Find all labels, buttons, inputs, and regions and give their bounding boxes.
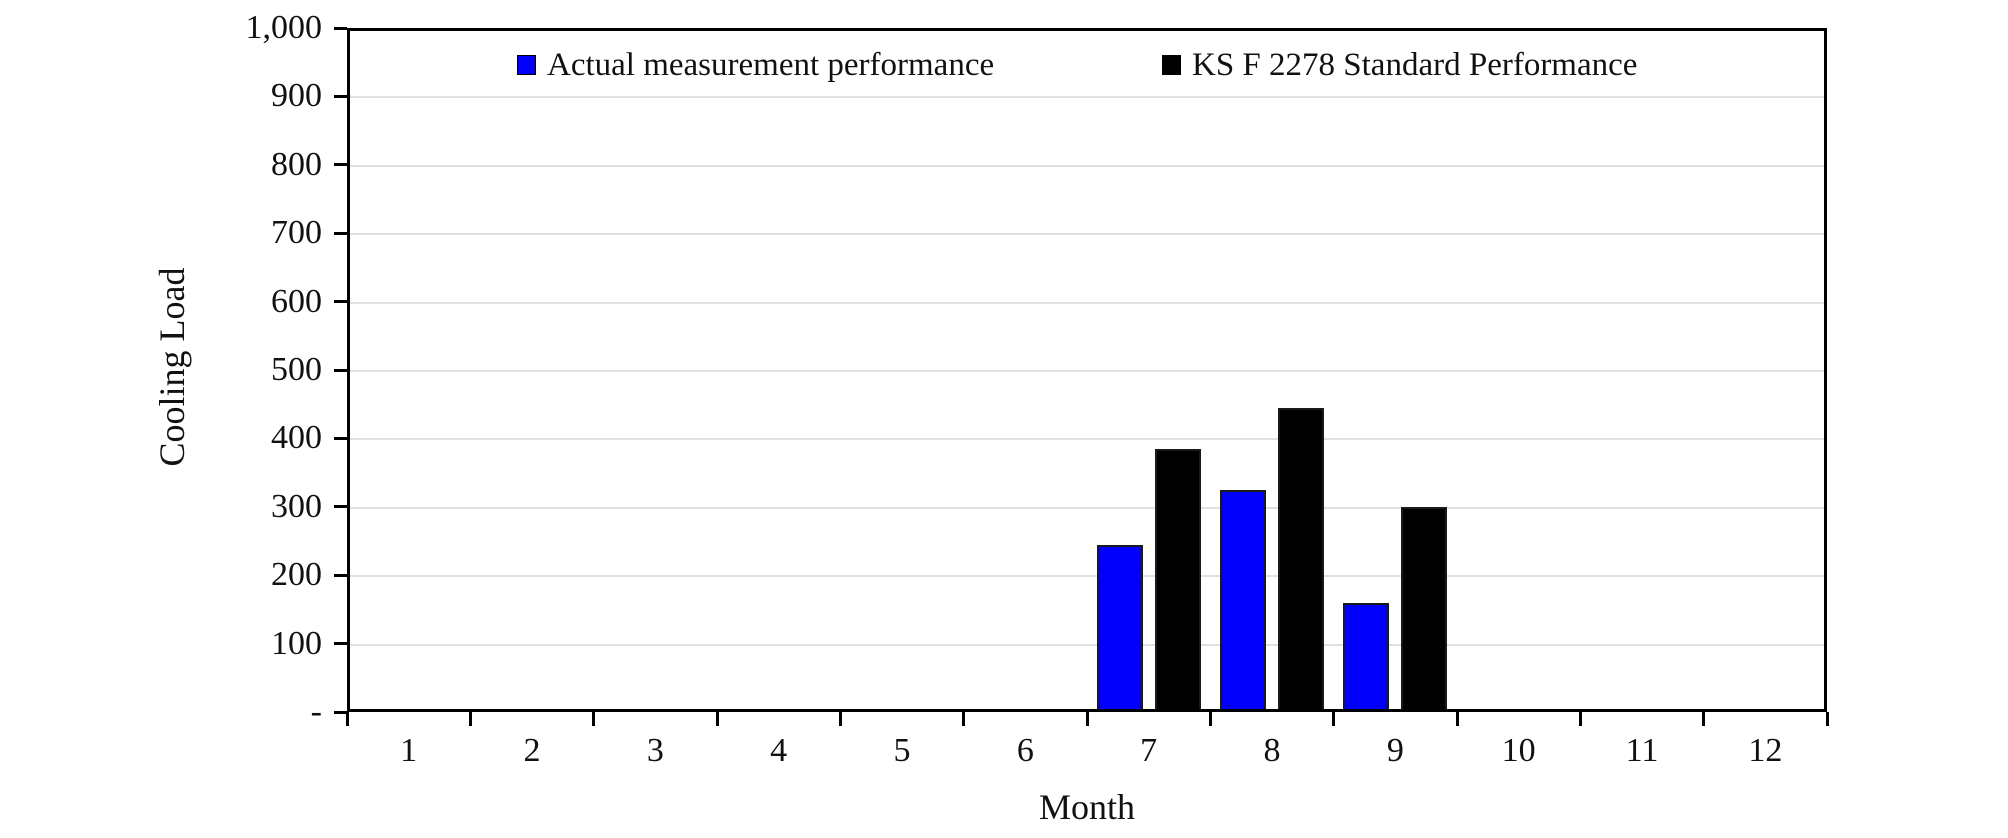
- x-tick-4: [838, 712, 842, 726]
- legend-label-actual: Actual measurement performance: [547, 46, 995, 83]
- gridline-200: [350, 575, 1824, 578]
- y-tick-300: [334, 505, 347, 509]
- bar-series1-month-7: [1096, 545, 1143, 709]
- y-tick-800: [334, 163, 347, 167]
- y-tick-label-900: 900: [271, 77, 322, 115]
- x-tick-9: [1455, 712, 1459, 726]
- x-tick-label-4: 4: [770, 732, 788, 769]
- y-tick-label-1,000: 1,000: [245, 9, 323, 46]
- y-tick-label-200: 200: [271, 556, 322, 594]
- x-tick-label-5: 5: [893, 732, 911, 769]
- x-tick-label-3: 3: [646, 732, 664, 769]
- x-tick-label-12: 12: [1748, 732, 1783, 769]
- y-tick-600: [334, 300, 347, 304]
- x-tick-label-11: 11: [1625, 732, 1659, 769]
- x-tick-label-8: 8: [1263, 732, 1281, 769]
- bar-series2-month-9: [1401, 507, 1448, 709]
- x-tick-label-9: 9: [1386, 732, 1404, 769]
- x-tick-7: [1208, 712, 1212, 726]
- y-tick-1,000: [334, 26, 347, 30]
- gridline-100: [350, 643, 1824, 646]
- y-tick-700: [334, 231, 347, 235]
- bar-series1-month-9: [1343, 603, 1390, 709]
- y-tick-label-300: 300: [271, 487, 322, 525]
- y-tick-label-400: 400: [271, 419, 322, 457]
- y-tick-900: [334, 94, 347, 98]
- x-tick-label-7: 7: [1140, 732, 1158, 769]
- gridline-900: [350, 96, 1824, 99]
- gridline-600: [350, 301, 1824, 304]
- y-tick-label-600: 600: [271, 282, 322, 320]
- gridline-300: [350, 506, 1824, 509]
- y-tick-label--: -: [310, 693, 322, 730]
- x-tick-label-2: 2: [523, 732, 541, 769]
- x-tick-11: [1702, 712, 1706, 726]
- x-tick-label-10: 10: [1501, 732, 1536, 769]
- x-tick-5: [962, 712, 966, 726]
- y-tick-100: [334, 642, 347, 646]
- y-tick-label-800: 800: [271, 145, 322, 183]
- x-tick-12: [1825, 712, 1829, 726]
- x-tick-3: [715, 712, 719, 726]
- bar-series2-month-8: [1278, 408, 1324, 709]
- y-tick-500: [334, 368, 347, 372]
- x-tick-6: [1085, 712, 1089, 726]
- x-tick-1: [468, 712, 472, 726]
- legend-label-standard: KS F 2278 Standard Performance: [1192, 46, 1638, 83]
- x-tick-10: [1578, 712, 1582, 726]
- bar-series2-month-7: [1154, 449, 1201, 709]
- y-tick-200: [334, 573, 347, 577]
- x-tick-label-6: 6: [1016, 732, 1034, 769]
- legend-swatch-standard-icon: [1162, 55, 1181, 75]
- x-tick-8: [1332, 712, 1336, 726]
- y-tick-label-500: 500: [271, 351, 322, 388]
- bar-series1-month-8: [1220, 490, 1266, 709]
- x-axis-title: Month: [1038, 787, 1135, 827]
- x-tick-0: [345, 712, 349, 726]
- y-tick--: [334, 710, 347, 714]
- gridline-800: [350, 164, 1824, 167]
- x-tick-label-1: 1: [400, 732, 418, 769]
- gridline-500: [350, 370, 1824, 372]
- legend-item-actual: Actual measurement performance: [517, 45, 994, 85]
- x-tick-2: [592, 712, 596, 726]
- y-tick-label-100: 100: [271, 624, 322, 662]
- gridline-700: [350, 233, 1824, 236]
- gridline-400: [350, 438, 1824, 441]
- plot-area: Actual measurement performance KS F 2278…: [347, 28, 1827, 712]
- legend-item-standard: KS F 2278 Standard Performance: [1162, 45, 1637, 85]
- y-tick-label-700: 700: [271, 214, 322, 252]
- legend-swatch-actual-icon: [517, 55, 536, 75]
- y-tick-400: [334, 436, 347, 440]
